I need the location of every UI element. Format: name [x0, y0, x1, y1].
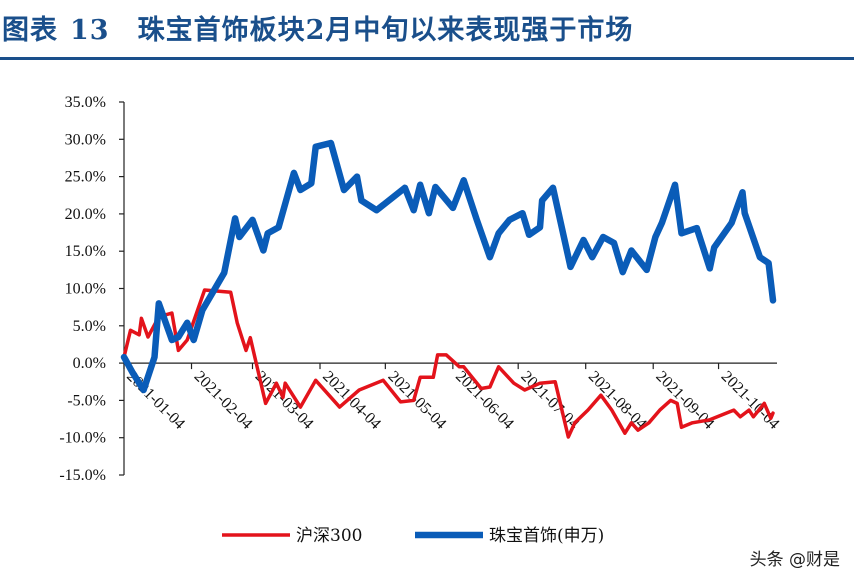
y-tick-label: 5.0%: [73, 318, 106, 335]
y-tick-label: -10.0%: [59, 430, 106, 447]
y-tick-label: 20.0%: [65, 206, 106, 223]
figure-prefix: 图表: [2, 15, 58, 46]
y-tick-label: 35.0%: [65, 94, 106, 111]
legend-label: 沪深300: [296, 526, 362, 546]
series-line-jewelry: [120, 139, 777, 394]
figure-title: 图表 13 珠宝首饰板块2月中旬以来表现强于市场: [2, 8, 633, 47]
y-tick-label: 25.0%: [65, 169, 106, 186]
y-tick-label: 0.0%: [73, 355, 106, 372]
series-line-hs300: [122, 288, 775, 439]
figure-number: 13: [70, 15, 110, 46]
x-tick-label: 2021-02-04: [191, 368, 256, 433]
title-rule: [0, 57, 854, 60]
y-tick-label: 15.0%: [65, 243, 106, 260]
y-tick-label: 10.0%: [65, 281, 106, 298]
watermark: 头条 @财是: [749, 550, 840, 570]
y-tick-label: 30.0%: [65, 131, 106, 148]
x-tick-label: 2021-07-04: [517, 368, 582, 433]
x-tick-label: 2021-05-04: [385, 368, 450, 433]
figure-title-text: 珠宝首饰板块2月中旬以来表现强于市场: [137, 15, 634, 46]
legend-label: 珠宝首饰(申万): [489, 526, 604, 546]
x-tick-label: 2021-10-04: [718, 368, 783, 433]
x-tick-label: 2021-04-04: [319, 368, 384, 433]
x-tick-label: 2021-09-04: [652, 368, 717, 433]
y-tick-label: -5.0%: [67, 392, 106, 409]
y-tick-label: -15.0%: [59, 467, 106, 484]
